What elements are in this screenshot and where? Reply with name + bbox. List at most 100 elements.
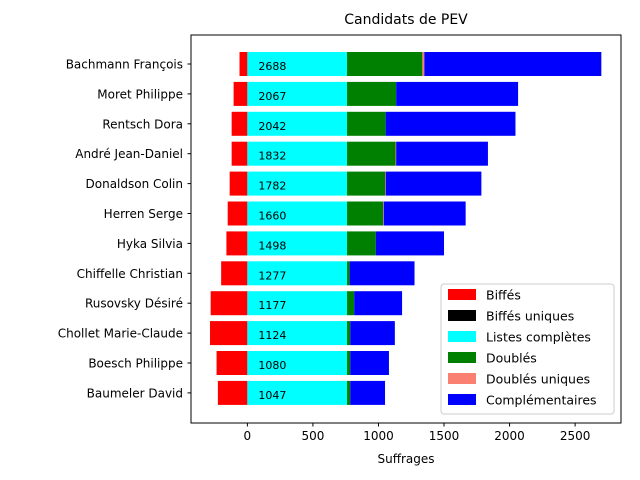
plot-frame bbox=[190, 34, 622, 424]
bar-segment-2-10 bbox=[247, 351, 347, 375]
y-tick-label: Hyka Silvia bbox=[117, 237, 183, 251]
bar-segment-4-5 bbox=[383, 201, 384, 226]
bar-segment-0-4 bbox=[229, 171, 248, 196]
bar-segment-5-4 bbox=[385, 171, 482, 196]
legend-label-5: Complémentaires bbox=[486, 393, 597, 408]
y-tick-label: Moret Philippe bbox=[97, 87, 183, 101]
bar-segment-5-7 bbox=[349, 261, 415, 286]
bar-total-label: 1832 bbox=[258, 150, 286, 163]
y-tick-label: Bachmann François bbox=[66, 58, 183, 72]
bar-total-label: 2042 bbox=[258, 120, 286, 133]
bar-total-label: 2067 bbox=[258, 90, 286, 103]
bar-total-label: 1782 bbox=[258, 180, 286, 193]
x-tick-label: 0 bbox=[244, 429, 252, 443]
bar-segment-0-10 bbox=[216, 351, 248, 375]
bar-segment-0-0 bbox=[239, 52, 248, 76]
bar-segment-5-0 bbox=[424, 52, 602, 76]
bar-segment-5-10 bbox=[350, 351, 389, 375]
legend-swatch-0 bbox=[448, 289, 476, 300]
bar-labels-layer: 2688 2067 2042 1832 1782 1660 1498 1277 1177 1124… bbox=[258, 60, 286, 402]
bar-total-label: 1177 bbox=[258, 299, 286, 312]
bar-segment-3-6 bbox=[347, 231, 376, 256]
legend-swatch-4 bbox=[448, 373, 476, 384]
bar-segment-0-8 bbox=[210, 291, 248, 316]
bar-segment-0-11 bbox=[217, 380, 248, 405]
x-tick-label: 2500 bbox=[560, 429, 591, 443]
bar-segment-5-2 bbox=[385, 111, 516, 136]
legend-box bbox=[440, 283, 615, 415]
y-tick-label: Herren Serge bbox=[104, 207, 183, 221]
bar-total-label: 1498 bbox=[258, 239, 286, 252]
bar-segment-3-4 bbox=[347, 171, 386, 196]
bar-segment-4-0 bbox=[422, 52, 425, 76]
x-tick-label: 500 bbox=[301, 429, 324, 443]
bar-segment-5-9 bbox=[350, 321, 395, 346]
x-tick-label: 2000 bbox=[494, 429, 525, 443]
bar-segment-2-0 bbox=[247, 52, 347, 76]
legend-label-2: Listes complètes bbox=[486, 330, 591, 345]
bar-segment-5-11 bbox=[350, 380, 386, 405]
bar-segment-2-5 bbox=[247, 201, 347, 226]
y-tick-label: Rentsch Dora bbox=[102, 117, 183, 131]
bar-segment-2-11 bbox=[247, 380, 347, 405]
y-tick-label: Boesch Philippe bbox=[88, 357, 183, 371]
legend-swatch-2 bbox=[448, 331, 476, 342]
bar-segment-0-9 bbox=[210, 321, 248, 346]
bar-segment-0-5 bbox=[227, 201, 248, 226]
bar-segment-2-7 bbox=[247, 261, 347, 286]
bar-segment-3-1 bbox=[347, 81, 397, 106]
bar-segment-5-1 bbox=[396, 81, 519, 106]
bar-segment-0-1 bbox=[233, 81, 248, 106]
legend-label-4: Doublés uniques bbox=[486, 372, 590, 387]
legend-swatch-5 bbox=[448, 394, 476, 405]
bar-segment-3-11 bbox=[347, 380, 351, 405]
bar-segment-4-4 bbox=[385, 171, 386, 196]
bars-layer bbox=[210, 52, 602, 405]
bar-total-label: 1277 bbox=[258, 269, 286, 282]
bar-segment-3-5 bbox=[347, 201, 384, 226]
bar-segment-3-3 bbox=[347, 141, 396, 166]
bar-segment-3-7 bbox=[347, 261, 350, 286]
bar-segment-0-2 bbox=[231, 111, 248, 136]
bar-segment-2-6 bbox=[247, 231, 347, 256]
bar-segment-2-2 bbox=[247, 111, 347, 136]
chart-title: Candidats de PEV bbox=[344, 12, 468, 28]
y-tick-label: Baumeler David bbox=[87, 386, 183, 400]
legend-label-1: Biffés uniques bbox=[486, 309, 574, 324]
bar-total-label: 1080 bbox=[258, 359, 286, 372]
bar-segment-5-5 bbox=[383, 201, 466, 226]
x-tick-label: 1500 bbox=[429, 429, 460, 443]
legend: Biffés Biffés uniques Listes complètes Doub… bbox=[440, 283, 615, 415]
bar-total-label: 2688 bbox=[258, 60, 286, 73]
bar-segment-4-3 bbox=[395, 141, 397, 166]
legend-label-3: Doublés bbox=[486, 351, 537, 366]
bar-segment-3-0 bbox=[347, 52, 423, 76]
bar-segment-2-9 bbox=[247, 321, 347, 346]
y-tick-label: Rusovsky Désiré bbox=[85, 297, 183, 311]
bar-segment-5-3 bbox=[396, 141, 488, 166]
bar-segment-3-10 bbox=[347, 351, 351, 375]
y-axis: Bachmann François Moret Philippe Rentsch D… bbox=[58, 58, 191, 400]
bar-total-label: 1124 bbox=[258, 329, 286, 342]
bar-segment-3-9 bbox=[347, 321, 351, 346]
bar-segment-5-8 bbox=[354, 291, 403, 316]
bar-segment-0-3 bbox=[231, 141, 248, 166]
x-axis-label: Suffrages bbox=[377, 452, 434, 466]
bar-segment-0-7 bbox=[221, 261, 248, 286]
bar-segment-3-2 bbox=[347, 111, 386, 136]
x-axis: 0 500 1000 1500 2000 2500 bbox=[244, 423, 591, 443]
legend-swatch-3 bbox=[448, 352, 476, 363]
bar-segment-2-4 bbox=[247, 171, 347, 196]
bar-segment-2-1 bbox=[247, 81, 347, 106]
bar-total-label: 1047 bbox=[258, 389, 286, 402]
y-tick-label: André Jean-Daniel bbox=[75, 147, 183, 161]
bar-total-label: 1660 bbox=[258, 210, 286, 223]
bar-segment-2-3 bbox=[247, 141, 347, 166]
bar-segment-2-8 bbox=[247, 291, 347, 316]
legend-label-0: Biffés bbox=[486, 288, 521, 303]
bar-segment-0-6 bbox=[226, 231, 248, 256]
y-tick-label: Chollet Marie-Claude bbox=[58, 327, 183, 341]
bar-segment-5-6 bbox=[375, 231, 445, 256]
legend-swatch-1 bbox=[448, 310, 476, 321]
